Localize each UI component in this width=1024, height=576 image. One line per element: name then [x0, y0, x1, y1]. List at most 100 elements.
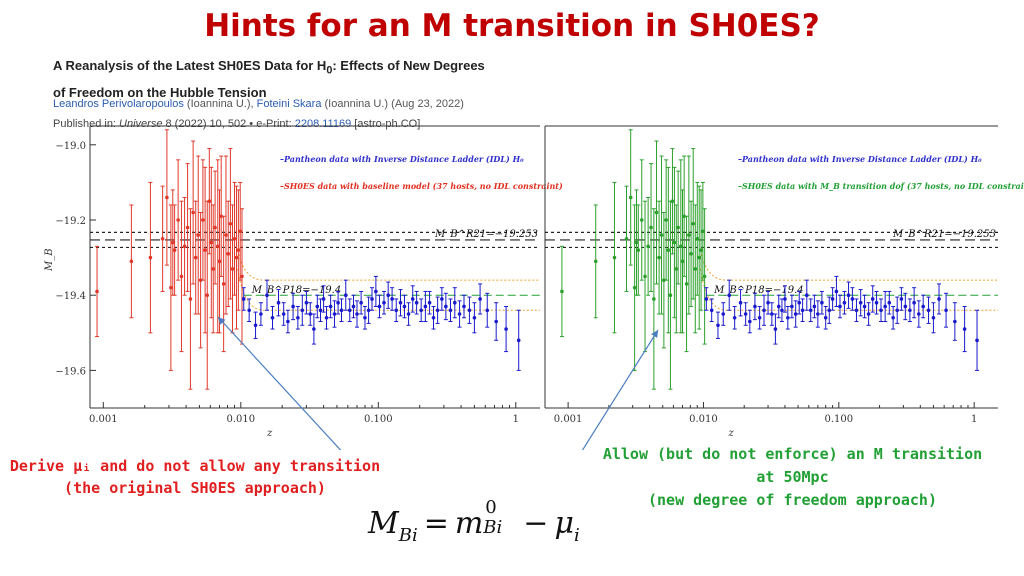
data-point — [895, 308, 900, 313]
data-point — [182, 244, 187, 249]
author-line: Leandros Perivolaropoulos (Ioannina U.),… — [53, 98, 464, 110]
data-point — [953, 319, 957, 324]
data-point — [850, 297, 855, 301]
data-point — [296, 315, 300, 320]
data-point — [912, 300, 916, 305]
author-link-2[interactable]: Foteini Skara — [256, 98, 322, 110]
legend-entry-pantheon: –Pantheon data with Inverse Distance Lad… — [280, 154, 524, 164]
data-point — [318, 308, 323, 313]
data-point — [336, 300, 340, 305]
data-point — [406, 312, 411, 316]
data-point — [170, 240, 175, 245]
data-point — [944, 308, 948, 313]
left-annotation-line1: Derive μᵢ and do not allow any transitio… — [9, 457, 381, 475]
equation-m-sub: Bi — [483, 517, 503, 538]
x-axis-label: z — [266, 428, 273, 439]
left-annotation: Derive μᵢ and do not allow any transitio… — [0, 455, 390, 499]
data-point — [176, 218, 180, 222]
data-point — [226, 252, 231, 256]
author-link-1[interactable]: Leandros Perivolaropoulos — [53, 98, 184, 110]
data-point — [339, 308, 344, 313]
data-point — [169, 285, 173, 290]
data-point — [398, 300, 403, 305]
data-point — [452, 300, 457, 305]
data-point — [662, 278, 666, 282]
y-tick-label: −19.4 — [55, 291, 86, 302]
data-point — [504, 327, 508, 331]
data-point — [172, 248, 177, 252]
left-annotation-arrow — [217, 316, 342, 450]
eprint-link[interactable]: 2208.11169 — [294, 118, 352, 130]
data-point — [324, 315, 329, 320]
equation-minus: − — [523, 506, 549, 541]
data-point — [281, 312, 286, 316]
data-point — [657, 255, 661, 260]
data-point — [347, 308, 352, 313]
data-point — [721, 312, 726, 316]
equation-mu: μ — [554, 506, 574, 541]
data-point — [842, 300, 847, 305]
data-point — [753, 304, 757, 309]
x-tick-label: 0.001 — [554, 414, 583, 425]
data-point — [95, 289, 99, 294]
data-point — [975, 338, 979, 343]
panel-2: M_B^R21=−19.253 M_B^P18=−19.4 –Pantheon da… — [544, 125, 1024, 439]
data-point — [265, 293, 269, 297]
data-point — [304, 300, 309, 305]
data-point — [494, 319, 498, 324]
data-point — [687, 233, 691, 237]
data-point — [659, 233, 664, 237]
data-point — [193, 255, 198, 260]
data-point — [666, 248, 671, 252]
equation: MBi = m 0 Bi − μi — [368, 497, 580, 546]
data-point — [414, 300, 419, 305]
hubble-residual-plots: M_B^R21=−19.253 M_B^P18=−19.4 –Pantheon da… — [44, 125, 1024, 450]
data-point — [672, 240, 677, 245]
data-point — [812, 304, 817, 309]
data-point — [738, 300, 743, 305]
data-point — [804, 293, 809, 297]
data-point — [286, 319, 290, 324]
data-point — [478, 297, 482, 301]
data-point — [854, 308, 859, 313]
series-blue — [241, 275, 521, 371]
data-point — [462, 304, 466, 309]
data-point — [634, 240, 639, 245]
x-tick-label: 0.010 — [226, 414, 255, 425]
x-tick-label: 0.001 — [89, 414, 118, 425]
data-point — [862, 304, 867, 309]
pub-prefix: Published in: — [53, 118, 120, 130]
data-point — [224, 233, 228, 237]
data-point — [743, 312, 748, 316]
journal-name: Universe — [119, 118, 163, 130]
data-point — [780, 308, 784, 313]
data-point — [205, 293, 210, 297]
data-point — [704, 297, 709, 301]
data-point — [701, 229, 705, 234]
series-red — [95, 129, 244, 390]
data-point — [827, 308, 832, 313]
data-point — [643, 274, 647, 279]
data-point — [359, 300, 363, 305]
data-point — [870, 297, 875, 301]
data-point — [776, 304, 781, 309]
equation-lhs: M — [368, 506, 399, 541]
data-point — [211, 267, 216, 271]
data-point — [457, 312, 462, 316]
data-point — [270, 315, 275, 320]
data-point — [219, 214, 223, 219]
data-point — [386, 293, 390, 297]
data-point — [390, 297, 394, 301]
data-point — [816, 312, 820, 316]
x-tick-label: 1 — [513, 414, 519, 425]
right-annotation-line2: at 50Mpc — [756, 468, 829, 486]
r21-label: M_B^R21=−19.253 — [892, 229, 996, 240]
data-point — [366, 308, 371, 313]
data-point — [217, 259, 222, 264]
data-point — [300, 308, 305, 313]
data-point — [823, 315, 828, 320]
data-point — [680, 259, 685, 264]
data-point — [748, 319, 752, 324]
data-point — [908, 308, 912, 313]
data-point — [374, 289, 378, 294]
